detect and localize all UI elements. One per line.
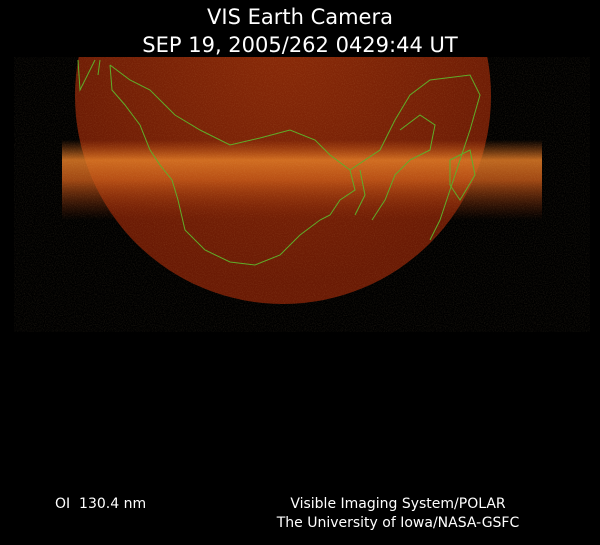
title: VIS Earth Camera [207, 5, 393, 29]
coastlines [77, 59, 481, 266]
earth-image [62, 57, 542, 307]
credit-line: The University of Iowa/NASA-GSFC [276, 515, 520, 531]
timestamp: SEP 19, 2005/262 0429:44 UT [142, 33, 458, 57]
credit-line: Visible Imaging System/POLAR [290, 496, 506, 512]
wavelength: OI 130.4 nm [55, 496, 146, 512]
